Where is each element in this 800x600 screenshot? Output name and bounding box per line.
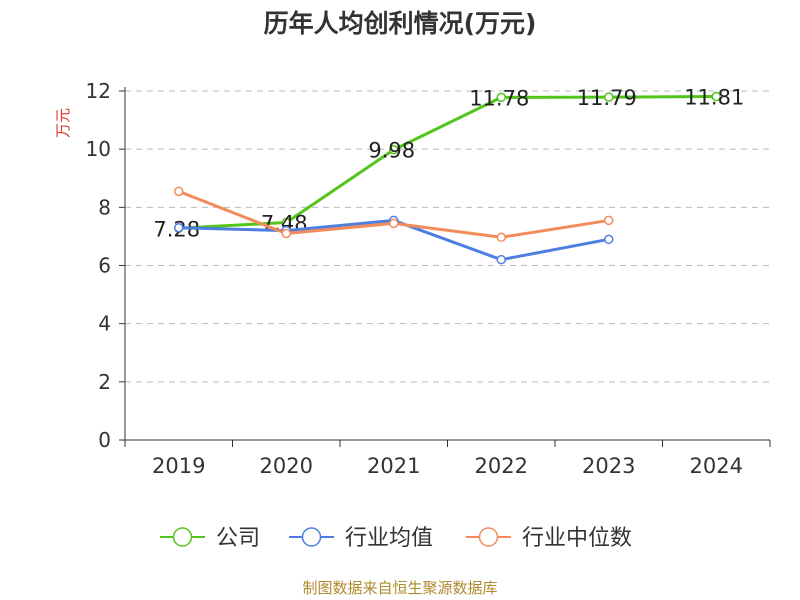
data-label: 9.98 bbox=[368, 139, 415, 163]
data-point bbox=[496, 232, 506, 243]
data-point bbox=[711, 91, 721, 102]
data-label: 11.78 bbox=[469, 86, 529, 110]
data-point bbox=[604, 234, 614, 245]
y-tick-label: 8 bbox=[98, 195, 111, 219]
data-label: 11.81 bbox=[684, 86, 744, 110]
data-point bbox=[604, 92, 614, 102]
legend-marker bbox=[301, 527, 322, 547]
data-point bbox=[281, 228, 291, 239]
y-tick-label: 4 bbox=[98, 312, 111, 336]
data-point bbox=[496, 254, 506, 265]
x-tick-label: 2023 bbox=[582, 454, 635, 478]
legend-marker bbox=[172, 527, 193, 547]
data-point bbox=[604, 215, 614, 226]
y-tick-label: 6 bbox=[98, 254, 111, 278]
y-axis-label: 万元 bbox=[54, 108, 72, 138]
legend-marker bbox=[478, 527, 499, 547]
data-point bbox=[389, 144, 399, 155]
x-tick-label: 2021 bbox=[367, 454, 420, 478]
y-tick-label: 10 bbox=[86, 137, 111, 161]
x-tick-label: 2020 bbox=[260, 454, 313, 478]
legend-label: 行业中位数 bbox=[522, 526, 632, 551]
source-note: 制图数据来自恒生聚源数据库 bbox=[302, 579, 498, 597]
data-point bbox=[174, 222, 184, 233]
data-point bbox=[389, 218, 399, 229]
x-tick-label: 2024 bbox=[690, 454, 743, 478]
legend-label: 公司 bbox=[216, 526, 260, 551]
x-tick-label: 2019 bbox=[152, 454, 205, 478]
data-label: 11.79 bbox=[577, 86, 637, 110]
data-point bbox=[496, 92, 506, 103]
y-tick-label: 12 bbox=[86, 79, 111, 103]
y-tick-label: 0 bbox=[98, 428, 111, 452]
x-tick-label: 2022 bbox=[475, 454, 528, 478]
data-point bbox=[174, 186, 184, 197]
chart-title: 历年人均创利情况(万元) bbox=[263, 9, 537, 38]
legend-label: 行业均值 bbox=[345, 526, 433, 551]
series-line-0 bbox=[178, 95, 717, 230]
y-tick-label: 2 bbox=[98, 370, 111, 394]
